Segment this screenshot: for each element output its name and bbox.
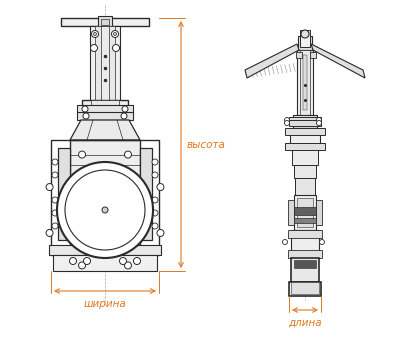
Bar bbox=[140, 148, 152, 240]
Bar bbox=[291, 282, 319, 294]
Circle shape bbox=[46, 183, 53, 191]
Circle shape bbox=[84, 257, 90, 264]
Bar bbox=[300, 50, 310, 115]
Circle shape bbox=[120, 257, 126, 264]
Bar bbox=[288, 230, 322, 238]
Polygon shape bbox=[311, 44, 365, 78]
Circle shape bbox=[157, 229, 164, 236]
Bar bbox=[77, 112, 133, 120]
Bar bbox=[300, 30, 310, 47]
Bar bbox=[290, 128, 320, 150]
Bar bbox=[303, 55, 307, 110]
Bar bbox=[53, 255, 157, 271]
Bar bbox=[289, 120, 321, 126]
Circle shape bbox=[52, 172, 58, 178]
Bar bbox=[98, 16, 112, 28]
Circle shape bbox=[134, 257, 140, 264]
Bar bbox=[285, 143, 325, 150]
Bar bbox=[294, 218, 316, 223]
Bar bbox=[49, 245, 161, 255]
Circle shape bbox=[284, 118, 290, 122]
Circle shape bbox=[152, 223, 158, 229]
Bar bbox=[101, 26, 109, 100]
Circle shape bbox=[102, 207, 108, 213]
Bar bbox=[316, 200, 322, 225]
Circle shape bbox=[52, 197, 58, 203]
Bar bbox=[288, 250, 322, 258]
Bar bbox=[61, 18, 149, 26]
Bar bbox=[90, 26, 120, 100]
Circle shape bbox=[320, 239, 324, 245]
Circle shape bbox=[52, 159, 58, 165]
Circle shape bbox=[52, 223, 58, 229]
Circle shape bbox=[316, 118, 322, 122]
Bar bbox=[294, 207, 316, 215]
Circle shape bbox=[124, 262, 132, 269]
Bar bbox=[70, 140, 140, 255]
Circle shape bbox=[70, 257, 76, 264]
Circle shape bbox=[152, 159, 158, 165]
Bar bbox=[298, 36, 312, 50]
Bar bbox=[294, 165, 316, 178]
Bar bbox=[310, 52, 316, 58]
Bar bbox=[91, 100, 119, 120]
Circle shape bbox=[92, 30, 98, 37]
Bar bbox=[82, 100, 128, 120]
Bar bbox=[95, 26, 115, 100]
Circle shape bbox=[90, 45, 98, 52]
Circle shape bbox=[284, 120, 290, 126]
Circle shape bbox=[152, 172, 158, 178]
Circle shape bbox=[124, 151, 132, 158]
Polygon shape bbox=[245, 44, 299, 78]
Bar bbox=[101, 19, 109, 25]
Circle shape bbox=[316, 120, 322, 126]
Bar bbox=[285, 128, 325, 135]
Circle shape bbox=[112, 45, 120, 52]
Bar bbox=[51, 140, 159, 255]
Circle shape bbox=[57, 162, 153, 258]
Bar bbox=[296, 52, 302, 58]
Circle shape bbox=[112, 30, 118, 37]
Bar bbox=[297, 198, 313, 227]
Bar bbox=[288, 200, 294, 225]
Bar bbox=[58, 148, 70, 240]
Circle shape bbox=[152, 197, 158, 203]
Bar bbox=[297, 50, 313, 115]
Bar bbox=[289, 282, 321, 296]
Bar bbox=[293, 115, 317, 128]
Bar bbox=[51, 140, 159, 255]
Text: ширина: ширина bbox=[84, 299, 126, 309]
Circle shape bbox=[82, 106, 88, 112]
Circle shape bbox=[46, 229, 53, 236]
Bar bbox=[289, 117, 321, 123]
Bar bbox=[295, 178, 315, 195]
Bar bbox=[292, 150, 318, 165]
Bar bbox=[294, 195, 316, 230]
Text: высота: высота bbox=[187, 139, 226, 149]
Bar bbox=[77, 105, 133, 113]
Bar bbox=[294, 260, 316, 268]
Polygon shape bbox=[70, 120, 140, 140]
Circle shape bbox=[114, 33, 116, 36]
Circle shape bbox=[94, 33, 96, 36]
Circle shape bbox=[122, 106, 128, 112]
Bar bbox=[291, 258, 319, 282]
Circle shape bbox=[121, 113, 127, 119]
Circle shape bbox=[301, 30, 309, 38]
Bar bbox=[301, 39, 309, 47]
Circle shape bbox=[78, 151, 86, 158]
Circle shape bbox=[83, 113, 89, 119]
Circle shape bbox=[78, 262, 86, 269]
Circle shape bbox=[282, 239, 288, 245]
Circle shape bbox=[157, 183, 164, 191]
Circle shape bbox=[52, 210, 58, 216]
Circle shape bbox=[152, 210, 158, 216]
Text: длина: длина bbox=[288, 318, 322, 328]
Bar bbox=[291, 230, 319, 258]
